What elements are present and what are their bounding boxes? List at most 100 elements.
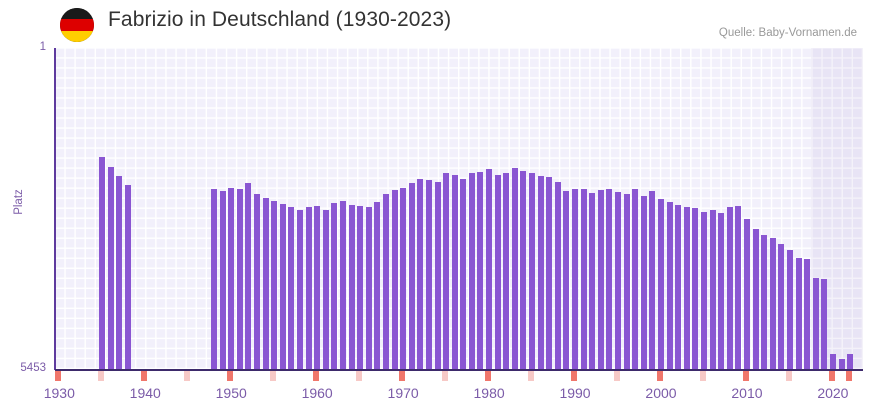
- x-axis-label-1970: 1970: [387, 385, 419, 401]
- bar-1990: [572, 189, 579, 369]
- bar-1953: [253, 193, 260, 369]
- bar-1937: [116, 176, 123, 369]
- x-axis-label-1930: 1930: [43, 385, 75, 401]
- bar-1973: [425, 179, 432, 369]
- bar-1998: [640, 195, 647, 369]
- bar-1965: [357, 205, 364, 369]
- bar-1982: [503, 173, 510, 369]
- bar-1971: [408, 183, 415, 369]
- bar-2008: [726, 206, 733, 369]
- x-tick-1990: [570, 371, 577, 381]
- x-tick-2015: [785, 371, 792, 381]
- bar-1979: [477, 172, 484, 369]
- x-tick-1940: [140, 371, 148, 381]
- bar-1999: [649, 191, 656, 369]
- x-tick-2010: [742, 371, 749, 381]
- bar-2019: [821, 278, 828, 369]
- x-axis-labels: 1930 1940 1950 1960 1970 1980 1990 2000 2010 2020: [44, 385, 863, 409]
- bar-2003: [683, 206, 690, 369]
- bar-1959: [305, 206, 312, 369]
- bar-2016: [795, 258, 802, 369]
- bar-1966: [365, 206, 372, 369]
- x-tick-1960: [312, 371, 320, 381]
- bar-1963: [339, 201, 346, 369]
- bar-2020: [829, 354, 836, 369]
- bar-1962: [331, 202, 338, 369]
- bar-2009: [735, 205, 742, 369]
- bar-1964: [348, 204, 355, 369]
- bar-1949: [219, 191, 226, 369]
- flag-band-red: [60, 19, 94, 31]
- flag-band-black: [60, 8, 94, 20]
- x-axis-label-1940: 1940: [129, 385, 161, 401]
- source-attribution: Quelle: Baby-Vornamen.de: [718, 27, 857, 39]
- bar-1954: [262, 197, 269, 369]
- bar-1969: [391, 190, 398, 369]
- bar-2001: [666, 201, 673, 369]
- x-axis-line: [55, 369, 863, 371]
- x-tick-2005: [699, 371, 706, 381]
- x-tick-2020: [828, 371, 835, 381]
- x-axis-label-2020: 2020: [817, 385, 849, 401]
- bar-1956: [279, 203, 286, 369]
- german-flag-icon: [60, 8, 94, 42]
- x-axis-label-1990: 1990: [559, 385, 591, 401]
- bar-1951: [236, 188, 243, 369]
- bar-1955: [271, 201, 278, 369]
- bar-2000: [657, 198, 664, 369]
- bar-2004: [692, 208, 699, 369]
- bar-1974: [434, 181, 441, 369]
- x-tick-1955: [269, 371, 277, 381]
- bar-2021: [838, 358, 845, 369]
- bar-1975: [443, 172, 450, 369]
- bar-2007: [718, 212, 725, 369]
- x-axis-label-1960: 1960: [301, 385, 333, 401]
- y-axis-bottom-label: 5453: [20, 362, 46, 374]
- x-tick-1980: [484, 371, 491, 381]
- bar-1960: [314, 206, 321, 369]
- bar-2017: [804, 258, 811, 369]
- bar-1996: [623, 193, 630, 369]
- bar-2018: [812, 277, 819, 369]
- flag-band-gold: [60, 30, 94, 42]
- x-axis-label-2000: 2000: [645, 385, 677, 401]
- bar-series-layer: [55, 48, 863, 369]
- bar-1936: [107, 166, 114, 369]
- bar-1958: [296, 210, 303, 369]
- bar-1948: [211, 189, 218, 369]
- bar-1972: [417, 179, 424, 369]
- bar-1988: [554, 182, 561, 369]
- bar-1938: [125, 184, 132, 369]
- bar-1961: [322, 209, 329, 369]
- bar-2013: [769, 238, 776, 369]
- bar-1970: [400, 188, 407, 369]
- bar-1985: [529, 173, 536, 369]
- bar-1980: [486, 169, 493, 369]
- bar-1994: [606, 188, 613, 369]
- y-axis-line: [54, 48, 56, 370]
- x-tick-1965: [355, 371, 363, 381]
- bar-2010: [743, 218, 750, 369]
- bar-2011: [752, 229, 759, 369]
- chart-plot-area: [55, 48, 863, 369]
- x-axis-label-2010: 2010: [731, 385, 763, 401]
- x-tick-1945: [183, 371, 191, 381]
- bar-1978: [468, 172, 475, 369]
- bar-1991: [580, 189, 587, 369]
- bar-1995: [615, 192, 622, 369]
- x-tick-1970: [398, 371, 406, 381]
- bar-2022: [847, 353, 854, 369]
- y-axis-top-label: 1: [39, 41, 46, 53]
- x-tick-2000: [656, 371, 663, 381]
- bar-1997: [632, 189, 639, 369]
- bar-1984: [520, 171, 527, 369]
- bar-1976: [451, 175, 458, 369]
- x-axis-label-1950: 1950: [215, 385, 247, 401]
- bar-2015: [786, 249, 793, 369]
- x-tick-1995: [613, 371, 620, 381]
- bar-1987: [546, 176, 553, 369]
- x-axis-ticks: [55, 371, 863, 381]
- x-tick-1930: [55, 371, 62, 381]
- bar-2006: [709, 209, 716, 369]
- x-tick-2022: [845, 371, 852, 381]
